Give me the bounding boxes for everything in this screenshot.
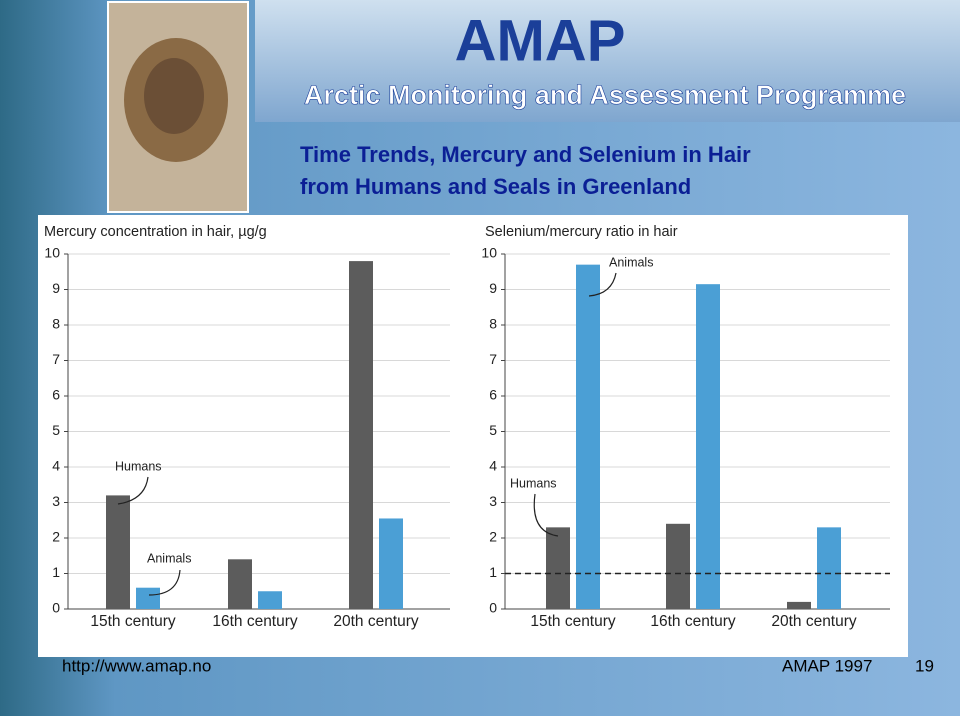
footer-url: http://www.amap.no	[62, 656, 211, 675]
x-tick-label: 20th century	[333, 613, 419, 630]
y-tick-label: 9	[52, 280, 60, 296]
chart-panel	[38, 215, 908, 657]
page-number: 19	[915, 656, 934, 675]
y-tick-label: 6	[489, 387, 497, 403]
leader-line	[117, 476, 149, 505]
bar	[258, 591, 282, 609]
y-tick-label: 9	[489, 280, 497, 296]
logo: AMAP	[455, 8, 626, 73]
y-tick-label: 8	[489, 316, 497, 332]
y-tick-label: 8	[52, 316, 60, 332]
leader-line	[148, 569, 181, 596]
series-label: Humans	[510, 476, 557, 490]
bar	[546, 527, 570, 609]
bar	[817, 527, 841, 609]
bar	[576, 264, 600, 609]
header-band	[255, 0, 960, 122]
header-subtitle: Arctic Monitoring and Assessment Program…	[304, 80, 906, 110]
photo-face	[144, 58, 204, 134]
leader-line	[533, 493, 559, 537]
y-tick-label: 2	[489, 529, 497, 545]
x-tick-label: 20th century	[771, 613, 857, 630]
y-tick-label: 0	[489, 600, 497, 616]
x-tick-label: 16th century	[212, 613, 298, 630]
slide-title: from Humans and Seals in Greenland	[300, 174, 691, 199]
series-label: Humans	[115, 459, 162, 473]
y-tick-label: 1	[52, 564, 60, 580]
chart-title: Mercury concentration in hair, µg/g	[44, 224, 267, 240]
y-tick-label: 7	[52, 351, 60, 367]
charts: Mercury concentration in hair, µg/g 0 1 2 3 4…	[44, 224, 890, 630]
bar	[379, 518, 403, 609]
bar	[106, 495, 130, 609]
y-tick-label: 5	[52, 422, 60, 438]
bar	[228, 559, 252, 609]
bar	[349, 261, 373, 609]
footer-source: AMAP 1997	[782, 656, 872, 675]
bar	[787, 601, 811, 609]
leader-line	[588, 272, 617, 297]
y-tick-label: 4	[52, 458, 60, 474]
slide-title: Time Trends, Mercury and Selenium in Hai…	[300, 142, 751, 167]
bar	[666, 523, 690, 609]
y-tick-label: 0	[52, 600, 60, 616]
series-label: Animals	[147, 551, 191, 565]
x-tick-label: 16th century	[650, 613, 736, 630]
chart-title: Selenium/mercury ratio in hair	[485, 224, 678, 240]
y-tick-label: 3	[489, 493, 497, 509]
x-tick-label: 15th century	[90, 613, 176, 630]
y-tick-label: 5	[489, 422, 497, 438]
y-tick-label: 2	[52, 529, 60, 545]
bar	[136, 587, 160, 609]
series-label: Animals	[609, 255, 653, 269]
y-tick-label: 10	[44, 245, 60, 261]
x-tick-label: 15th century	[530, 613, 616, 630]
y-tick-label: 3	[52, 493, 60, 509]
bar	[696, 284, 720, 609]
y-tick-label: 7	[489, 351, 497, 367]
y-tick-label: 4	[489, 458, 497, 474]
y-tick-label: 6	[52, 387, 60, 403]
y-tick-label: 10	[481, 245, 497, 261]
y-tick-label: 1	[489, 564, 497, 580]
